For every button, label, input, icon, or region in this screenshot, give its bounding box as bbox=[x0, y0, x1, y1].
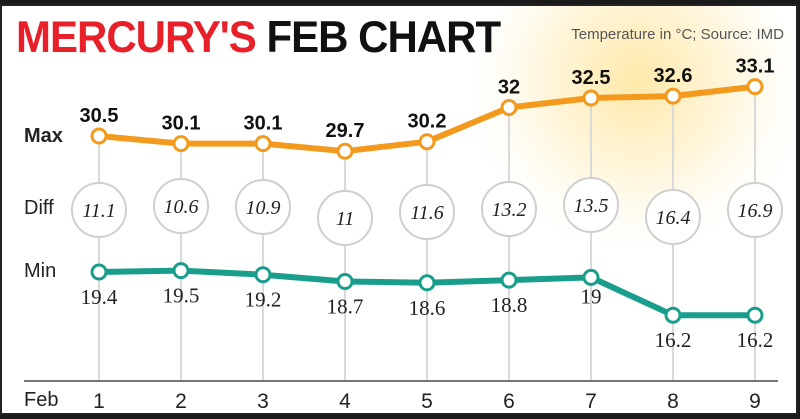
diff-value-label: 11.1 bbox=[82, 200, 116, 222]
max-value-label: 33.1 bbox=[736, 56, 775, 78]
x-tick-label: 4 bbox=[339, 390, 351, 413]
max-point bbox=[500, 99, 518, 116]
min-value-label: 19 bbox=[581, 284, 602, 308]
min-value-label: 16.2 bbox=[655, 328, 692, 352]
diff-circles bbox=[71, 177, 783, 246]
max-point bbox=[336, 142, 354, 160]
diff-value-label: 10.6 bbox=[164, 196, 199, 218]
chart-title: MERCURY'S FEB CHART bbox=[16, 12, 501, 62]
min-point bbox=[664, 306, 682, 324]
x-tick-label: 3 bbox=[257, 390, 269, 413]
max-point bbox=[582, 89, 600, 107]
max-value-label: 32.5 bbox=[572, 67, 611, 89]
max-value-label: 30.2 bbox=[408, 111, 447, 133]
max-value-label: 30.5 bbox=[80, 105, 119, 127]
diff-value-label: 13.2 bbox=[492, 199, 527, 221]
max-value-label: 30.1 bbox=[244, 113, 283, 135]
title-red-part: MERCURY'S bbox=[16, 12, 257, 62]
min-value-label: 18.8 bbox=[491, 293, 528, 317]
chart-frame: MERCURY'S FEB CHART Temperature in °C; S… bbox=[0, 4, 798, 415]
min-point bbox=[418, 274, 436, 292]
row-label-min: Min bbox=[24, 260, 56, 282]
min-value-label: 16.2 bbox=[737, 328, 774, 352]
x-tick-label: 7 bbox=[585, 390, 597, 413]
max-value-label: 30.1 bbox=[162, 113, 201, 135]
x-tick-label: 5 bbox=[421, 390, 433, 413]
min-point bbox=[500, 271, 518, 289]
diff-value-label: 16.9 bbox=[738, 200, 773, 222]
max-point bbox=[90, 127, 108, 145]
min-point bbox=[90, 263, 108, 281]
x-tick-label: 9 bbox=[749, 390, 761, 413]
x-axis-label: Feb bbox=[24, 389, 58, 411]
x-tick-label: 8 bbox=[667, 390, 679, 413]
min-point bbox=[336, 272, 354, 290]
source-note: Temperature in °C; Source: IMD bbox=[571, 26, 784, 43]
x-tick-label: 1 bbox=[93, 390, 105, 413]
row-label-max: Max bbox=[24, 125, 63, 147]
min-value-label: 18.6 bbox=[409, 296, 446, 320]
x-tick-label: 2 bbox=[175, 390, 187, 413]
diff-circle bbox=[481, 181, 537, 237]
row-label-diff: Diff bbox=[24, 197, 54, 219]
diff-value-label: 13.5 bbox=[574, 195, 609, 217]
max-value-label: 32.6 bbox=[654, 65, 693, 87]
min-point bbox=[172, 262, 190, 280]
max-value-label: 29.7 bbox=[326, 120, 365, 142]
diff-circle bbox=[645, 189, 701, 245]
min-point bbox=[746, 306, 764, 324]
diff-value-label: 16.4 bbox=[656, 207, 691, 229]
max-point bbox=[254, 135, 272, 153]
diff-value-label: 10.9 bbox=[246, 197, 281, 219]
max-point bbox=[418, 133, 436, 151]
diff-circle bbox=[317, 190, 373, 246]
diff-value-label: 11.6 bbox=[410, 202, 444, 224]
value-labels: 30.519.411.1130.119.510.6230.119.210.932… bbox=[80, 56, 775, 413]
diff-circle bbox=[727, 182, 783, 238]
min-value-label: 19.2 bbox=[245, 288, 282, 312]
max-value-label: 32 bbox=[498, 77, 520, 99]
diff-circle bbox=[71, 182, 127, 238]
max-point bbox=[172, 135, 190, 153]
min-value-label: 19.5 bbox=[163, 284, 200, 308]
min-point bbox=[254, 266, 272, 284]
diff-value-label: 11 bbox=[336, 208, 355, 230]
diff-circle bbox=[235, 179, 291, 235]
title-black-part: FEB CHART bbox=[266, 12, 501, 62]
max-point bbox=[746, 78, 764, 96]
diff-circle bbox=[153, 178, 209, 234]
min-points bbox=[90, 262, 764, 324]
chart-plot: 30.519.411.1130.119.510.6230.119.210.932… bbox=[24, 56, 783, 413]
min-value-label: 18.7 bbox=[327, 294, 364, 318]
x-tick-label: 6 bbox=[503, 390, 515, 413]
min-value-label: 19.4 bbox=[81, 285, 118, 309]
max-point bbox=[664, 87, 682, 105]
diff-circle bbox=[399, 184, 455, 240]
max-points bbox=[90, 78, 764, 160]
min-point bbox=[582, 268, 600, 286]
diff-circle bbox=[563, 177, 619, 233]
